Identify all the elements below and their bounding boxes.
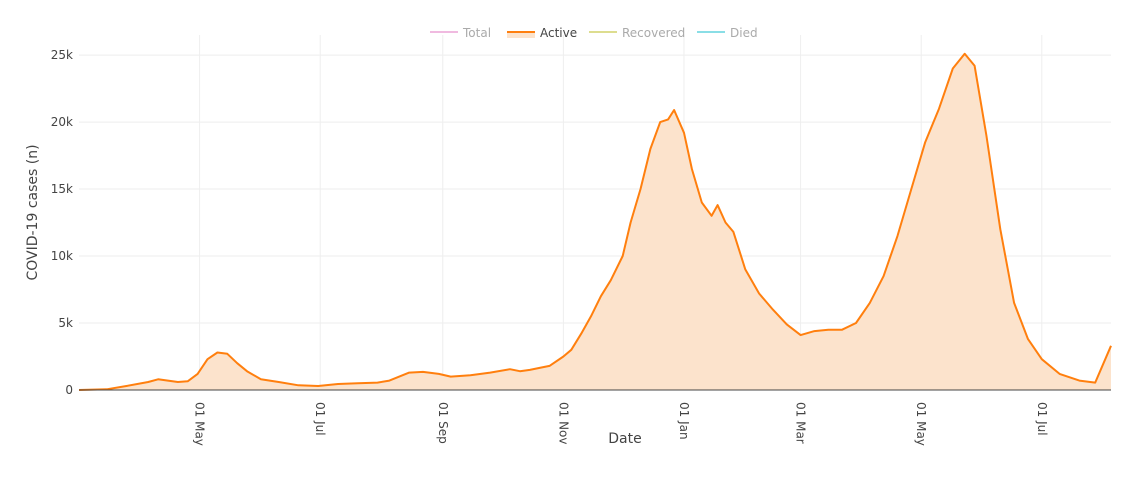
y-tick-label: 10k xyxy=(51,249,73,263)
x-tick-label: 01 May xyxy=(914,402,928,446)
y-tick-label: 20k xyxy=(51,115,73,129)
legend: Total Active Recovered Died xyxy=(430,26,758,40)
active-series-line[interactable] xyxy=(78,52,1112,391)
legend-label: Active xyxy=(540,26,577,40)
legend-label: Recovered xyxy=(622,26,685,40)
legend-item-died[interactable]: Died xyxy=(697,26,758,40)
y-tick-label: 25k xyxy=(51,48,73,62)
x-tick-label: 01 Sep xyxy=(436,402,450,444)
legend-item-total[interactable]: Total xyxy=(430,26,491,40)
y-tick-label: 0 xyxy=(65,383,73,397)
legend-label: Total xyxy=(462,26,491,40)
y-axis-title: COVID-19 cases (n) xyxy=(25,144,41,280)
legend-label: Died xyxy=(730,26,758,40)
active-area-fill xyxy=(79,53,1111,391)
x-tick-label: 01 Nov xyxy=(556,402,570,445)
series-layer xyxy=(78,52,1112,391)
x-axis-title: Date xyxy=(608,431,641,447)
x-tick-label: 01 May xyxy=(193,402,207,446)
axes: 0 5k 10k 15k 20k 25k 01 May 01 Jul 01 Sep 01 Nov 0… xyxy=(51,48,1111,446)
x-tick-label: 01 Mar xyxy=(794,402,808,444)
legend-item-recovered[interactable]: Recovered xyxy=(589,26,685,40)
legend-item-active[interactable]: Active xyxy=(507,26,577,40)
y-tick-label: 15k xyxy=(51,182,73,196)
x-tick-label: 01 Jul xyxy=(313,402,327,436)
legend-fill-swatch xyxy=(507,32,535,38)
x-tick-label: 01 Jan xyxy=(677,402,691,440)
y-tick-label: 5k xyxy=(58,316,73,330)
x-tick-label: 01 Jul xyxy=(1035,402,1049,436)
grid xyxy=(79,35,1111,390)
